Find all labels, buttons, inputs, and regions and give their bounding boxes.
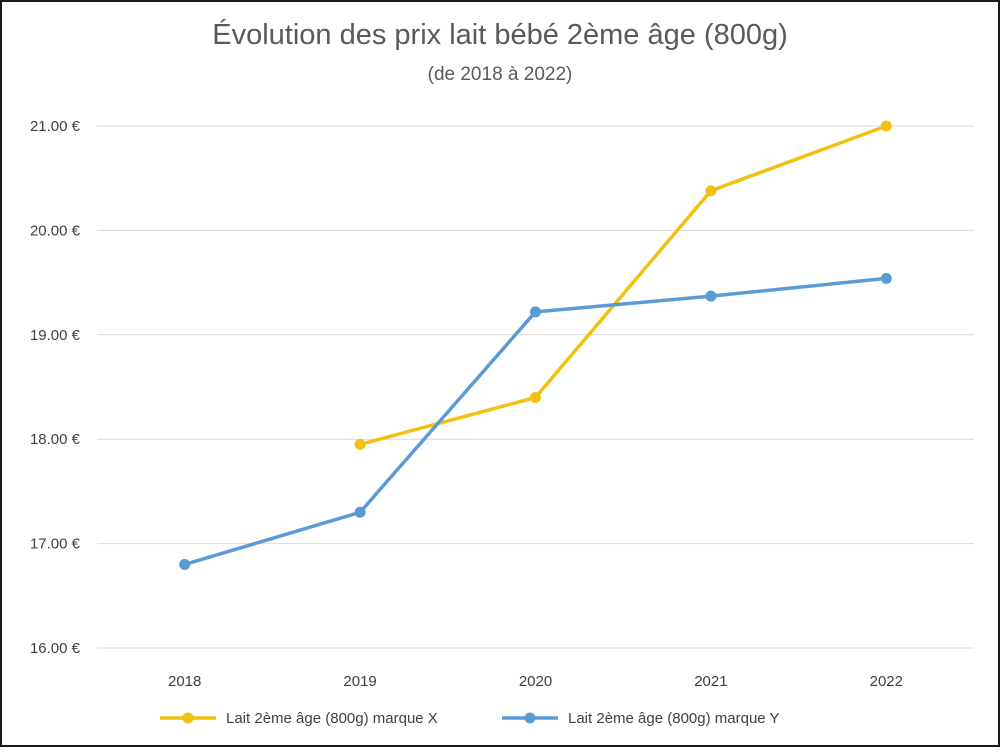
legend-swatch-marker	[182, 712, 194, 724]
y-tick-label: 21.00 €	[30, 118, 81, 135]
chart-title: Évolution des prix lait bébé 2ème âge (8…	[212, 18, 788, 51]
data-point	[354, 506, 366, 518]
y-axis-ticks: 16.00 € 17.00 € 18.00 € 19.00 € 20.00 € 21.00…	[30, 118, 81, 657]
data-point	[705, 290, 717, 302]
x-tick-label: 2020	[519, 673, 552, 690]
data-point	[354, 438, 366, 450]
y-tick-label: 16.00 €	[30, 640, 81, 657]
chart-subtitle: (de 2018 à 2022)	[428, 64, 573, 85]
x-tick-label: 2022	[870, 673, 903, 690]
data-point	[179, 558, 191, 570]
legend-label: Lait 2ème âge (800g) marque X	[226, 710, 438, 727]
legend-label: Lait 2ème âge (800g) marque Y	[568, 710, 780, 727]
data-point	[880, 120, 892, 132]
legend: Lait 2ème âge (800g) marque X Lait 2ème â…	[160, 710, 780, 727]
data-point	[880, 272, 892, 284]
series-1	[354, 120, 892, 450]
series-2	[179, 272, 892, 570]
y-tick-label: 17.00 €	[30, 536, 81, 553]
data-point	[705, 185, 717, 197]
x-tick-label: 2021	[694, 673, 727, 690]
y-tick-label: 19.00 €	[30, 327, 81, 344]
x-tick-label: 2019	[343, 673, 376, 690]
data-point	[530, 391, 541, 403]
data-point	[530, 306, 541, 318]
x-tick-label: 2018	[168, 673, 201, 690]
series-line	[182, 276, 889, 567]
legend-swatch-marker	[524, 712, 536, 724]
gridlines	[97, 125, 974, 649]
series-lines	[179, 120, 892, 570]
y-tick-label: 18.00 €	[30, 431, 81, 448]
y-tick-label: 20.00 €	[30, 222, 81, 239]
series-line	[358, 124, 889, 447]
legend-item: Lait 2ème âge (800g) marque Y	[502, 710, 780, 727]
legend-item: Lait 2ème âge (800g) marque X	[160, 710, 438, 727]
x-axis-ticks: 2018 2019 2020 2021 2022	[168, 673, 903, 690]
